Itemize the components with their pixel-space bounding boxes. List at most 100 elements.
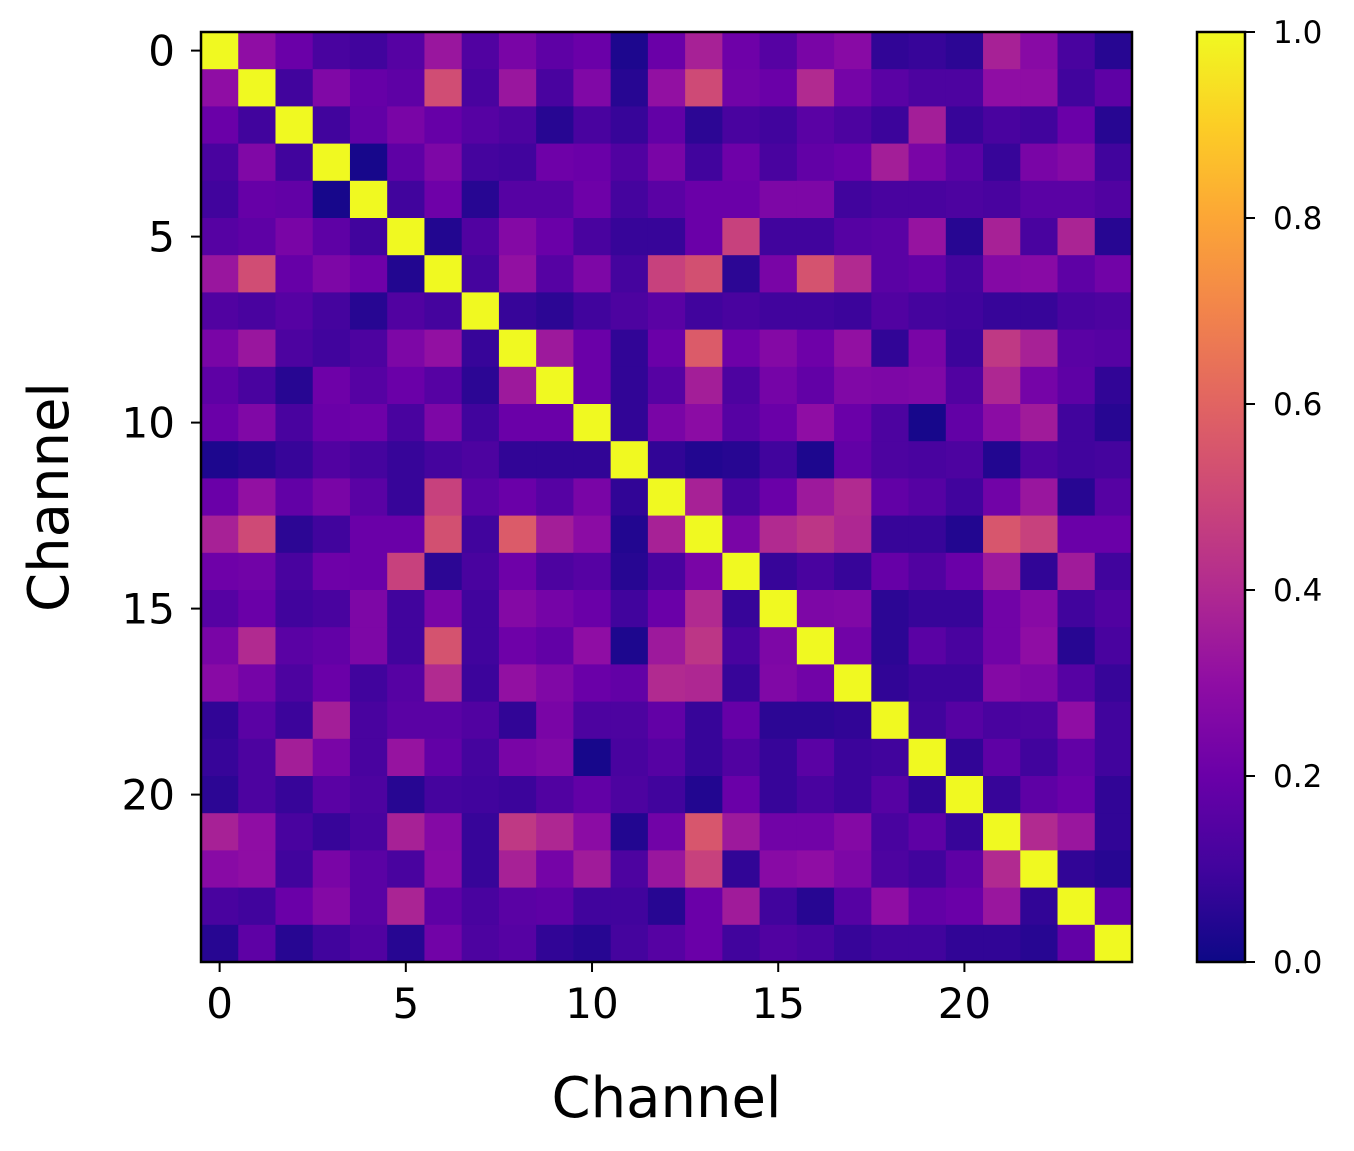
heatmap-cell — [796, 850, 835, 889]
heatmap-cell — [908, 404, 947, 442]
heatmap-cell — [1094, 515, 1133, 554]
heatmap-cell — [349, 404, 388, 442]
heatmap-cell — [201, 552, 239, 591]
heatmap-cell — [201, 69, 239, 107]
heatmap-cell — [647, 32, 686, 70]
heatmap-cell — [1020, 627, 1059, 665]
heatmap-cell — [610, 776, 649, 814]
heatmap-cell — [759, 813, 798, 851]
heatmap-cell — [349, 590, 388, 628]
heatmap-cell — [647, 143, 686, 182]
heatmap-cell — [983, 776, 1021, 814]
heatmap-cell — [908, 738, 947, 777]
heatmap-cell — [536, 366, 574, 405]
colorbar-tick-label: 0.2 — [1273, 759, 1322, 795]
heatmap-cell — [871, 366, 910, 405]
heatmap-cell — [834, 69, 872, 107]
heatmap-cell — [461, 255, 500, 293]
heatmap-cell — [498, 441, 537, 479]
heatmap-cell — [461, 590, 500, 628]
y-tick-label: 20 — [122, 771, 175, 820]
heatmap-cell — [722, 627, 761, 665]
heatmap-cell — [685, 627, 723, 665]
heatmap-cell — [424, 366, 463, 405]
heatmap-cell — [498, 552, 537, 591]
heatmap-cell — [1094, 69, 1133, 107]
heatmap-cell — [945, 738, 984, 777]
heatmap-cell — [1057, 478, 1096, 517]
heatmap-cell — [908, 292, 947, 331]
heatmap-cell — [424, 292, 463, 331]
heatmap-cell — [573, 143, 612, 182]
heatmap-cell — [796, 180, 835, 219]
heatmap-cell — [1094, 292, 1133, 331]
heatmap-cell — [685, 776, 723, 814]
heatmap-cell — [1094, 180, 1133, 219]
heatmap-cell — [1020, 366, 1059, 405]
heatmap-cell — [759, 627, 798, 665]
heatmap-cell — [1020, 738, 1059, 777]
heatmap-cell — [983, 292, 1021, 331]
heatmap-cell — [908, 552, 947, 591]
heatmap-cell — [834, 738, 872, 777]
heatmap-cell — [238, 180, 277, 219]
heatmap-cell — [498, 590, 537, 628]
heatmap-cell — [983, 738, 1021, 777]
heatmap-cell — [424, 143, 463, 182]
heatmap-cell — [238, 329, 277, 368]
heatmap-cell — [722, 106, 761, 145]
heatmap-cell — [573, 552, 612, 591]
heatmap-cell — [945, 850, 984, 889]
heatmap-cell — [498, 738, 537, 777]
heatmap-cell — [647, 218, 686, 256]
heatmap-cell — [647, 106, 686, 145]
heatmap-cell — [238, 255, 277, 293]
heatmap-cell — [573, 441, 612, 479]
heatmap-cell — [647, 627, 686, 665]
heatmap-cell — [908, 218, 947, 256]
heatmap-cell — [908, 924, 947, 963]
heatmap-cell — [201, 218, 239, 256]
heatmap-cell — [387, 106, 426, 145]
heatmap-cell — [796, 515, 835, 554]
heatmap-cell — [387, 813, 426, 851]
heatmap-cell — [573, 813, 612, 851]
heatmap-cell — [871, 32, 910, 70]
heatmap-cell — [312, 292, 351, 331]
heatmap-cell — [1057, 366, 1096, 405]
heatmap-cell — [759, 924, 798, 963]
heatmap-cell — [871, 69, 910, 107]
heatmap-cell — [424, 441, 463, 479]
heatmap-cell — [1057, 515, 1096, 554]
heatmap-cell — [461, 180, 500, 219]
heatmap-cell — [610, 404, 649, 442]
heatmap-cell — [461, 441, 500, 479]
heatmap-cell — [871, 478, 910, 517]
heatmap-cell — [871, 924, 910, 963]
heatmap-cell — [983, 255, 1021, 293]
heatmap-cell — [349, 552, 388, 591]
heatmap-cell — [610, 738, 649, 777]
heatmap-cell — [498, 664, 537, 703]
heatmap-cell — [1094, 404, 1133, 442]
heatmap-cell — [275, 329, 314, 368]
heatmap-cell — [238, 218, 277, 256]
heatmap-cell — [871, 850, 910, 889]
heatmap-cell — [424, 813, 463, 851]
heatmap-cell — [349, 738, 388, 777]
heatmap-cell — [610, 106, 649, 145]
heatmap-cell — [201, 887, 239, 926]
heatmap-cell — [275, 515, 314, 554]
heatmap-cell — [983, 366, 1021, 405]
heatmap-cell — [573, 924, 612, 963]
heatmap-cell — [647, 664, 686, 703]
heatmap-cell — [387, 292, 426, 331]
heatmap-cell — [796, 441, 835, 479]
heatmap-cell — [312, 664, 351, 703]
heatmap-cell — [387, 180, 426, 219]
heatmap-cell — [312, 552, 351, 591]
heatmap-cell — [796, 552, 835, 591]
heatmap-cell — [722, 218, 761, 256]
heatmap-cell — [722, 887, 761, 926]
